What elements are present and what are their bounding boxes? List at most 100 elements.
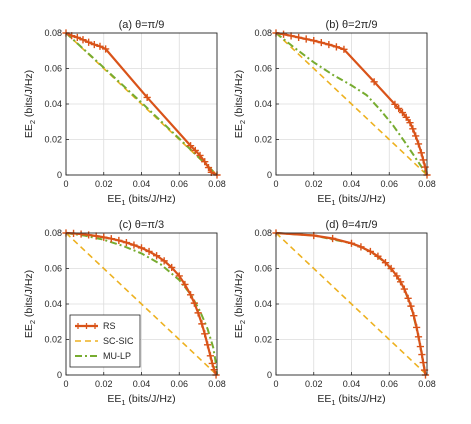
series-line-mu-lp: [65, 32, 218, 176]
rs-point: [421, 163, 429, 171]
y-tick-label: 0.02: [44, 335, 62, 345]
y-axis-label: EE2 (bits/J/Hz): [233, 270, 247, 338]
y-axis-label-unit: (bits/J/Hz): [233, 70, 245, 120]
x-tick-label: 0: [63, 179, 68, 189]
rs-point: [92, 232, 100, 240]
x-tick-label: 0.06: [380, 179, 398, 189]
rs-point: [201, 158, 209, 166]
legend-label: RS: [103, 321, 116, 331]
y-tick-label: 0: [57, 170, 62, 180]
y-tick-label: 0.06: [254, 264, 272, 274]
rs-point: [347, 239, 356, 247]
rs-point: [190, 299, 198, 307]
x-tick-label: 0.08: [418, 379, 436, 389]
y-axis-label-unit: (bits/J/Hz): [233, 270, 245, 320]
legend: RS SC-SIC MU-LP: [69, 314, 141, 368]
rs-point: [381, 259, 390, 267]
x-tick-label: 0.02: [305, 379, 323, 389]
rs-point: [160, 257, 168, 265]
panel-title: (c) θ=π/3: [119, 219, 164, 231]
x-axis-label-main: EE: [107, 193, 121, 205]
rs-point: [181, 280, 189, 289]
x-axis-label-unit: (bits/J/Hz): [336, 393, 386, 405]
rs-point: [115, 236, 123, 245]
panel-title: (d) θ=4π/9: [326, 219, 378, 231]
y-tick-label: 0.04: [254, 99, 272, 109]
rs-point: [393, 272, 401, 280]
y-axis-label-sub: 2: [28, 120, 37, 124]
y-axis-label-unit: (bits/J/Hz): [23, 70, 35, 120]
rs-point: [206, 352, 214, 360]
y-tick-label: 0: [57, 370, 62, 380]
rs-point: [407, 302, 415, 310]
x-tick-label: 0.02: [95, 179, 113, 189]
rs-point: [194, 309, 202, 317]
x-axis-label-sub: 1: [331, 398, 335, 407]
rs-point: [410, 312, 418, 320]
rs-point: [317, 38, 325, 47]
rs-point: [102, 45, 110, 53]
series-line-mu-lp: [65, 232, 218, 376]
rs-point: [387, 264, 395, 273]
series-line-mu-lp: [275, 32, 428, 176]
y-axis-label-main: EE: [233, 124, 245, 138]
x-tick-label: 0.04: [343, 179, 361, 189]
x-tick-label: 0: [273, 179, 278, 189]
rs-point: [400, 285, 408, 293]
rs-point: [395, 104, 403, 113]
rs-point: [79, 36, 87, 44]
series-line-sc-sic: [65, 232, 218, 376]
panels: 000.020.020.040.040.060.060.080.08(a) θ=…: [23, 19, 436, 407]
x-axis-label: EE1 (bits/J/Hz): [317, 393, 385, 407]
x-axis-label: EE1 (bits/J/Hz): [107, 393, 175, 407]
rs-point: [391, 100, 399, 108]
legend-label: MU-LP: [103, 351, 131, 361]
legend-marker: [92, 323, 98, 329]
x-axis-label-unit: (bits/J/Hz): [336, 193, 386, 205]
rs-point: [332, 43, 340, 51]
y-tick-label: 0.04: [44, 299, 62, 309]
x-tick-label: 0: [63, 379, 68, 389]
rs-point: [374, 252, 382, 260]
rs-point: [402, 113, 410, 121]
rs-point: [404, 294, 412, 302]
panel-1: 00 0.02 0.02 0.04 0.04 0.06 0.06 0.08 0.08 (a) θ=…: [23, 19, 226, 207]
rs-point: [409, 125, 417, 133]
x-axis-label-unit: (bits/J/Hz): [126, 393, 176, 405]
x-tick-label: 0.04: [343, 379, 361, 389]
rs-point: [122, 238, 130, 247]
x-axis-label-sub: 1: [121, 198, 125, 207]
x-tick-label: 0.04: [133, 379, 151, 389]
y-axis-label-sub: 2: [238, 320, 247, 324]
rs-point: [203, 341, 212, 349]
y-tick-label: 0.02: [44, 135, 62, 145]
rs-point: [417, 149, 425, 157]
y-axis-label-unit: (bits/J/Hz): [23, 270, 35, 320]
y-tick-label: 0.04: [44, 99, 62, 109]
x-axis-label-sub: 1: [121, 398, 125, 407]
x-tick-label: 0.06: [380, 379, 398, 389]
series-line-sc-sic: [275, 32, 428, 176]
y-tick-label: 0.08: [44, 28, 62, 38]
y-tick-label: 0.02: [254, 135, 272, 145]
panel-title: (a) θ=π/9: [119, 19, 165, 31]
rs-point: [302, 35, 310, 43]
panel-2: 00 0.02 0.02 0.04 0.04 0.06 0.06 0.08 0.08 (b) θ=…: [233, 19, 436, 207]
rs-point: [310, 37, 318, 45]
y-axis-label-sub: 2: [28, 320, 37, 324]
y-axis-label-main: EE: [233, 324, 245, 338]
rs-point: [96, 42, 104, 50]
legend-label: SC-SIC: [103, 336, 134, 346]
rs-point: [414, 140, 423, 148]
rs-point: [418, 350, 426, 359]
rs-point: [419, 156, 427, 164]
x-axis-label-unit: (bits/J/Hz): [126, 193, 176, 205]
rs-point: [153, 252, 161, 260]
x-tick-label: 0.04: [133, 179, 151, 189]
y-tick-label: 0.06: [44, 64, 62, 74]
y-tick-label: 0.08: [254, 228, 272, 238]
y-tick-label: 0.08: [254, 28, 272, 38]
rs-point: [186, 142, 195, 150]
series-line-sc-sic: [275, 232, 428, 376]
